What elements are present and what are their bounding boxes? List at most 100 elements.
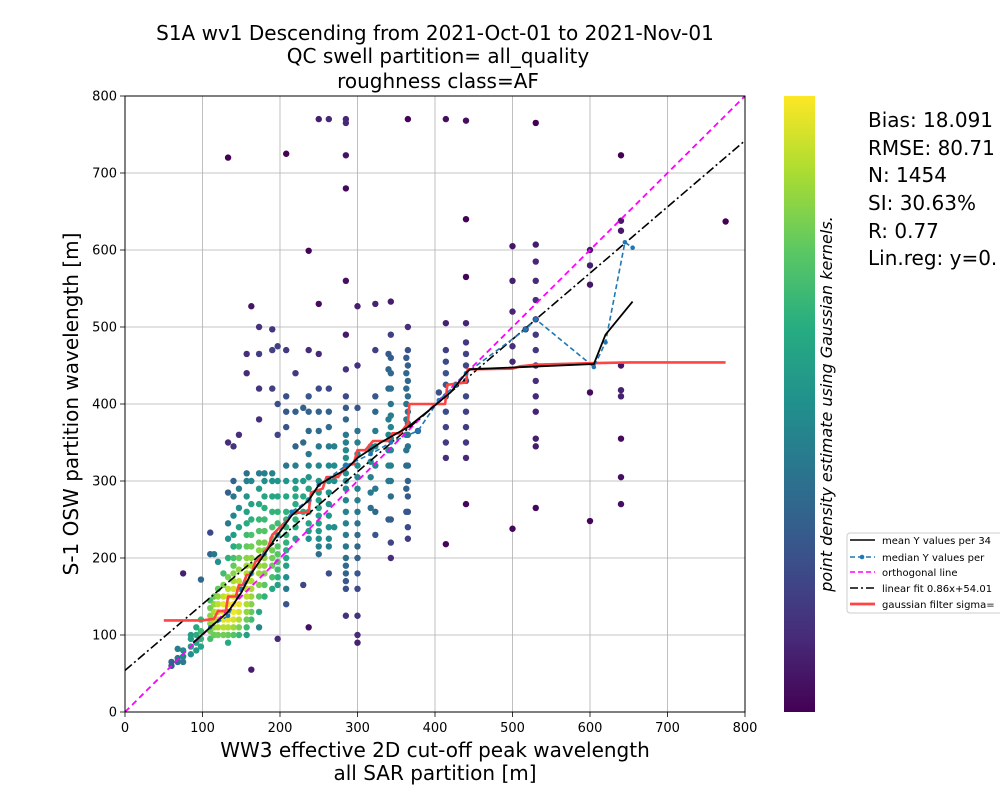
scatter-point xyxy=(193,624,200,631)
y-tick-label: 500 xyxy=(92,321,117,336)
scatter-point xyxy=(305,462,312,469)
x-tick-label: 400 xyxy=(423,721,448,736)
scatter-point xyxy=(372,485,379,492)
scatter-point xyxy=(315,477,322,485)
median-marker xyxy=(289,509,294,515)
scatter-point xyxy=(617,362,625,369)
scatter-point xyxy=(292,408,299,415)
scatter-point xyxy=(403,400,410,408)
mean-line xyxy=(192,301,634,644)
y-tick-label: 200 xyxy=(92,552,117,567)
x-axis-ticks: 0 100 200 300 400 500 600 700 800 xyxy=(121,712,757,736)
scatter-point xyxy=(224,489,232,496)
scatter-point xyxy=(403,508,410,515)
scatter-point xyxy=(283,547,290,554)
scatter-point xyxy=(224,439,232,446)
scatter-point xyxy=(197,576,205,583)
scatter-point xyxy=(224,616,232,623)
scatter-point xyxy=(305,450,312,458)
scatter-point xyxy=(331,477,338,485)
scatter-point xyxy=(372,427,379,435)
scatter-point xyxy=(354,554,361,562)
scatter-point xyxy=(230,512,237,519)
scatter-point xyxy=(403,354,410,361)
scatter-point xyxy=(532,377,539,385)
scatter-point xyxy=(220,581,227,589)
scatter-point xyxy=(315,543,322,550)
scatter-point xyxy=(509,358,516,365)
scatter-points xyxy=(168,115,729,673)
scatter-point xyxy=(532,504,539,512)
x-tick-label: 0 xyxy=(121,721,129,736)
scatter-point xyxy=(325,570,333,577)
scatter-point xyxy=(224,585,232,592)
scatter-point xyxy=(274,543,281,550)
scatter-point xyxy=(210,550,218,558)
scatter-point xyxy=(305,247,312,254)
scatter-point xyxy=(532,443,539,450)
scatter-point xyxy=(255,593,263,600)
scatter-point xyxy=(354,570,361,577)
scatter-point xyxy=(255,500,263,508)
scatter-point xyxy=(387,400,395,408)
scatter-point xyxy=(404,377,412,385)
scatter-point xyxy=(342,404,350,412)
scatter-point xyxy=(305,527,312,535)
scatter-point xyxy=(224,520,232,527)
scatter-point xyxy=(300,477,307,485)
scatter-point xyxy=(532,331,539,338)
scatter-point xyxy=(331,462,338,469)
scatter-point xyxy=(305,427,312,435)
scatter-point xyxy=(331,443,338,450)
scatter-point xyxy=(342,366,350,373)
scatter-point xyxy=(586,389,594,396)
scatter-point xyxy=(224,639,232,646)
scatter-point xyxy=(292,485,299,492)
median-marker xyxy=(225,613,231,619)
scatter-point xyxy=(283,562,290,569)
scatter-point xyxy=(255,547,263,554)
scatter-point xyxy=(255,581,263,589)
scatter-point xyxy=(220,631,227,639)
scatter-point xyxy=(532,119,539,127)
scatter-point xyxy=(283,393,290,400)
scatter-point xyxy=(342,331,350,338)
scatter-point xyxy=(248,577,255,585)
scatter-point xyxy=(325,408,333,415)
scatter-point xyxy=(315,385,322,392)
scatter-point xyxy=(261,493,268,500)
scatter-point xyxy=(442,115,450,123)
scatter-point xyxy=(283,508,290,515)
scatter-point xyxy=(404,393,412,400)
scatter-point xyxy=(230,570,237,577)
scatter-point xyxy=(274,520,281,527)
scatter-point xyxy=(403,485,410,492)
scatter-point xyxy=(325,535,333,542)
scatter-point xyxy=(274,508,281,515)
scatter-point xyxy=(404,115,412,123)
legend-box xyxy=(846,532,1000,614)
scatter-point xyxy=(243,554,250,562)
scatter-point xyxy=(174,654,181,662)
legend-label-linear-fit: linear fit 0.86x+54.01 xyxy=(882,584,992,595)
scatter-point xyxy=(404,477,412,485)
scatter-point xyxy=(442,540,450,548)
median-marker xyxy=(533,317,539,322)
scatter-point xyxy=(403,462,410,469)
scatter-point xyxy=(224,535,232,542)
x-tick-label: 700 xyxy=(655,721,680,736)
scatter-point xyxy=(442,454,450,462)
scatter-point xyxy=(193,647,200,654)
scatter-point xyxy=(342,454,350,462)
scatter-point xyxy=(261,581,268,589)
scatter-point xyxy=(292,500,299,508)
scatter-point xyxy=(442,370,450,377)
scatter-point xyxy=(292,516,299,523)
scatter-point xyxy=(274,574,281,581)
scatter-point xyxy=(617,227,625,234)
scatter-point xyxy=(532,408,539,415)
scatter-point xyxy=(462,454,470,462)
scatter-point xyxy=(255,608,263,616)
scatter-point xyxy=(255,624,263,631)
